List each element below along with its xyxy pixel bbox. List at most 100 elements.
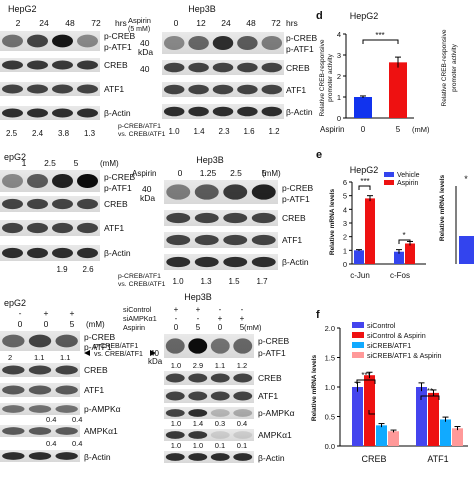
time-unit: hrs: [115, 18, 127, 28]
band: [163, 106, 185, 117]
panel-g-title: epG2: [4, 298, 26, 308]
blot-a-atf1: [0, 82, 100, 96]
band: [188, 106, 209, 117]
band: [52, 173, 73, 189]
band: [27, 198, 48, 210]
band-label: p-CREB: [282, 183, 314, 193]
blot-cr-atf1: [164, 232, 278, 248]
blot-gr-actin: [164, 451, 254, 463]
band: [166, 256, 191, 268]
band: [188, 62, 209, 73]
row-label: siControl: [123, 305, 152, 314]
band: [223, 234, 248, 246]
ratio-value: 1.4: [193, 127, 205, 136]
blot-b-creb: [162, 60, 284, 75]
blot-gl-creb: [0, 363, 80, 377]
band: [188, 338, 208, 354]
band: [261, 84, 283, 95]
band-label: CREB: [258, 373, 282, 383]
band-label: ATF1: [84, 385, 104, 395]
ratio-value: 0.4: [46, 415, 56, 424]
band-label: p-CREB: [258, 336, 290, 346]
band: [237, 35, 258, 51]
band: [163, 35, 185, 51]
ratio-label: vs. CREB/ATF1: [118, 131, 166, 138]
band: [27, 34, 48, 48]
band-label: p-ATF1: [258, 348, 286, 358]
band-label: p-CREB: [104, 31, 136, 41]
dose-label: 0: [178, 168, 183, 178]
band: [233, 453, 253, 461]
ratio-label: vs. CREB/ATF1: [118, 281, 166, 288]
band: [52, 198, 73, 210]
blot-cl-creb: [0, 196, 100, 212]
center-ratio-label: p-CREB/ATF1: [94, 343, 138, 350]
ratio-value: 2: [8, 353, 12, 362]
condition-mark: +: [44, 308, 49, 318]
time-label: 12: [196, 18, 206, 28]
time-label: 72: [91, 18, 101, 28]
band: [52, 60, 73, 70]
panel-f-bar: [428, 392, 439, 446]
ratio-value: 2.3: [218, 127, 230, 136]
ratio-value: 1.3: [200, 277, 212, 286]
band: [212, 62, 234, 73]
condition-mark: 5: [240, 323, 245, 332]
condition-mark: 0: [174, 323, 179, 332]
blot-b-actin: [162, 104, 284, 119]
band: [77, 84, 98, 94]
legend-swatch: [352, 342, 364, 348]
blot-gr-pcreb: [164, 334, 254, 358]
dose-unit: (mM): [262, 169, 281, 178]
blot-a-creb: [0, 58, 100, 72]
legend-swatch: [384, 172, 394, 177]
band-label: AMPKα1: [258, 430, 292, 440]
significance-mark: *: [402, 231, 405, 240]
blot-background: [164, 429, 254, 441]
significance-mark: *: [464, 174, 468, 184]
tick-label: 2: [337, 72, 341, 81]
band: [188, 453, 208, 461]
band: [261, 106, 283, 117]
mw-unit: kDa: [138, 47, 153, 57]
band: [188, 391, 208, 401]
band: [165, 338, 185, 354]
ratio-value: 1.4: [193, 419, 203, 428]
tick-label: 2.0: [325, 324, 335, 333]
dose-label: 1: [22, 158, 27, 168]
panel-e-category: c-Jun: [350, 271, 370, 280]
mw-unit: kDa: [148, 357, 163, 366]
significance-mark: ***: [360, 177, 369, 186]
condition-mark: -: [175, 314, 178, 323]
treatment-dose: (5 mM): [128, 26, 150, 33]
panel-d-bar: [389, 62, 407, 118]
band: [212, 106, 234, 117]
time-label: 48: [246, 18, 256, 28]
panel-d-letter: d: [316, 10, 323, 22]
ratio-value: 1.5: [228, 277, 240, 286]
band-label: CREB: [84, 365, 108, 375]
band-label: ATF1: [258, 391, 278, 401]
panel-d-right-ylabel: promoter activity: [451, 43, 458, 91]
band: [77, 247, 98, 259]
panel-f-letter: f: [316, 309, 320, 321]
band: [52, 222, 73, 234]
ratio-value: 1.2: [237, 361, 247, 370]
tick-label: 2: [343, 233, 347, 242]
legend-swatch: [384, 180, 394, 185]
condition-mark: +: [70, 308, 75, 318]
band: [251, 234, 276, 246]
mw-marker: 40: [142, 184, 152, 194]
blot-cr-pcreb: [164, 180, 278, 204]
band-label: p-ATF1: [104, 42, 132, 52]
band: [28, 427, 52, 435]
time-unit: hrs: [286, 18, 298, 28]
band: [188, 431, 208, 439]
band-label: β-Actin: [104, 248, 131, 258]
band: [55, 385, 78, 395]
blot-cl-pcreb: [0, 170, 100, 192]
blot-gr-creb: [164, 371, 254, 385]
condition-mark: 5: [196, 323, 201, 332]
blot-gr-ampk1: [164, 429, 254, 441]
